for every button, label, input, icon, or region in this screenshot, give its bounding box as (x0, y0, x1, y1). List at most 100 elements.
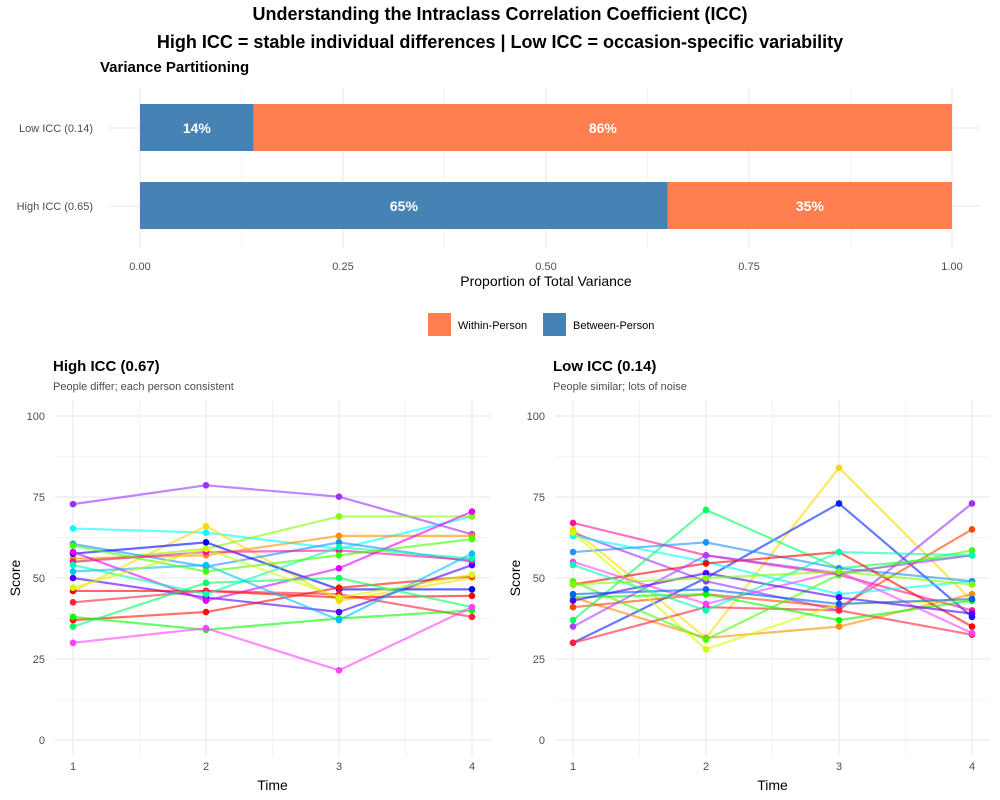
legend-label: Between-Person (573, 320, 654, 332)
bar-label: 86% (589, 120, 618, 136)
figure-subtitle: High ICC = stable individual differences… (157, 32, 843, 52)
figure-title: Understanding the Intraclass Correlation… (252, 4, 747, 24)
series-line (72, 538, 473, 573)
series-line (72, 606, 473, 672)
data-point (202, 539, 210, 546)
data-point (202, 522, 210, 530)
legend-label: Within-Person (458, 320, 527, 332)
data-point (968, 547, 976, 554)
series-line (572, 534, 973, 596)
data-point (569, 616, 577, 624)
data-point (968, 623, 976, 630)
data-point (69, 561, 77, 569)
data-point (835, 607, 843, 614)
data-point (69, 584, 77, 592)
series-line (72, 564, 473, 614)
data-point (835, 464, 843, 472)
data-point (702, 590, 710, 598)
data-point (968, 500, 976, 507)
y-tick-label: 25 (533, 654, 545, 666)
x-tick-label: 0.00 (129, 261, 150, 273)
data-point (702, 586, 710, 593)
bar-label: 65% (390, 198, 419, 214)
data-point (835, 594, 843, 601)
series-line (72, 549, 473, 563)
data-point (69, 613, 77, 621)
data-point (569, 639, 577, 647)
data-point (702, 607, 710, 614)
data-point (569, 581, 577, 588)
series-line (72, 609, 473, 631)
y-axis-label: Score (7, 560, 23, 597)
panel-title: Low ICC (0.14) (553, 358, 656, 375)
data-point (69, 568, 77, 575)
data-point (968, 610, 976, 617)
y-tick-label: 75 (533, 492, 545, 504)
y-tick-label: 50 (533, 573, 545, 585)
data-point (202, 545, 210, 553)
data-point (335, 539, 343, 546)
bar-segment (667, 182, 952, 229)
data-point (202, 561, 210, 569)
data-point (335, 608, 343, 616)
data-point (968, 590, 976, 598)
high-icc-line-chart: High ICC (0.67) People differ; each perso… (7, 358, 490, 793)
category-label: Low ICC (0.14) (19, 123, 93, 135)
data-point (335, 552, 343, 559)
data-point (202, 482, 210, 489)
data-point (468, 571, 476, 579)
data-point (69, 542, 77, 549)
data-point (835, 548, 843, 556)
data-point (468, 561, 476, 569)
panel-subtitle: People differ; each person consistent (53, 381, 234, 393)
data-point (69, 639, 77, 647)
x-tick-label: 0.25 (332, 261, 353, 273)
series-line (572, 541, 973, 583)
data-point (335, 564, 343, 572)
data-point (335, 616, 343, 624)
data-point (835, 616, 843, 624)
data-point (569, 590, 577, 598)
series-line (72, 515, 473, 550)
bar-segment (140, 182, 668, 229)
x-tick-label: 1.00 (941, 261, 962, 273)
series-line (572, 528, 973, 609)
data-point (69, 599, 77, 606)
low-icc-line-chart: Low ICC (0.14) People similar; lots of no… (507, 358, 990, 793)
data-point (702, 552, 710, 559)
bar-label: 14% (183, 120, 212, 136)
series-line (572, 570, 973, 586)
data-point (468, 586, 476, 593)
data-point (702, 569, 710, 577)
series-line (72, 510, 473, 602)
data-point (468, 555, 476, 562)
y-tick-label: 0 (539, 735, 545, 747)
data-point (468, 613, 476, 621)
data-point (335, 532, 343, 540)
y-tick-label: 50 (33, 573, 45, 585)
x-tick-label: 2 (203, 761, 209, 773)
data-point (835, 600, 843, 608)
data-point (202, 597, 210, 604)
data-point (968, 629, 976, 637)
data-point (468, 535, 476, 543)
data-point (835, 500, 843, 507)
data-point (468, 550, 476, 557)
x-tick-label: 1 (70, 761, 76, 773)
data-point (468, 513, 476, 520)
variance-bar-chart: Variance Partitioning Low ICC (0.14) 14% 86… (17, 59, 980, 336)
data-point (968, 526, 976, 533)
data-point (202, 568, 210, 575)
data-point (702, 560, 710, 567)
data-point (335, 574, 343, 582)
series-line (72, 575, 473, 622)
category-label: High ICC (0.65) (17, 201, 93, 213)
bar-segment (253, 104, 952, 151)
series-line (73, 589, 473, 599)
data-point (835, 568, 843, 575)
x-tick-label: 3 (836, 761, 842, 773)
data-point (702, 506, 710, 514)
x-tick-label: 0.50 (535, 261, 556, 273)
series-line (72, 576, 473, 628)
